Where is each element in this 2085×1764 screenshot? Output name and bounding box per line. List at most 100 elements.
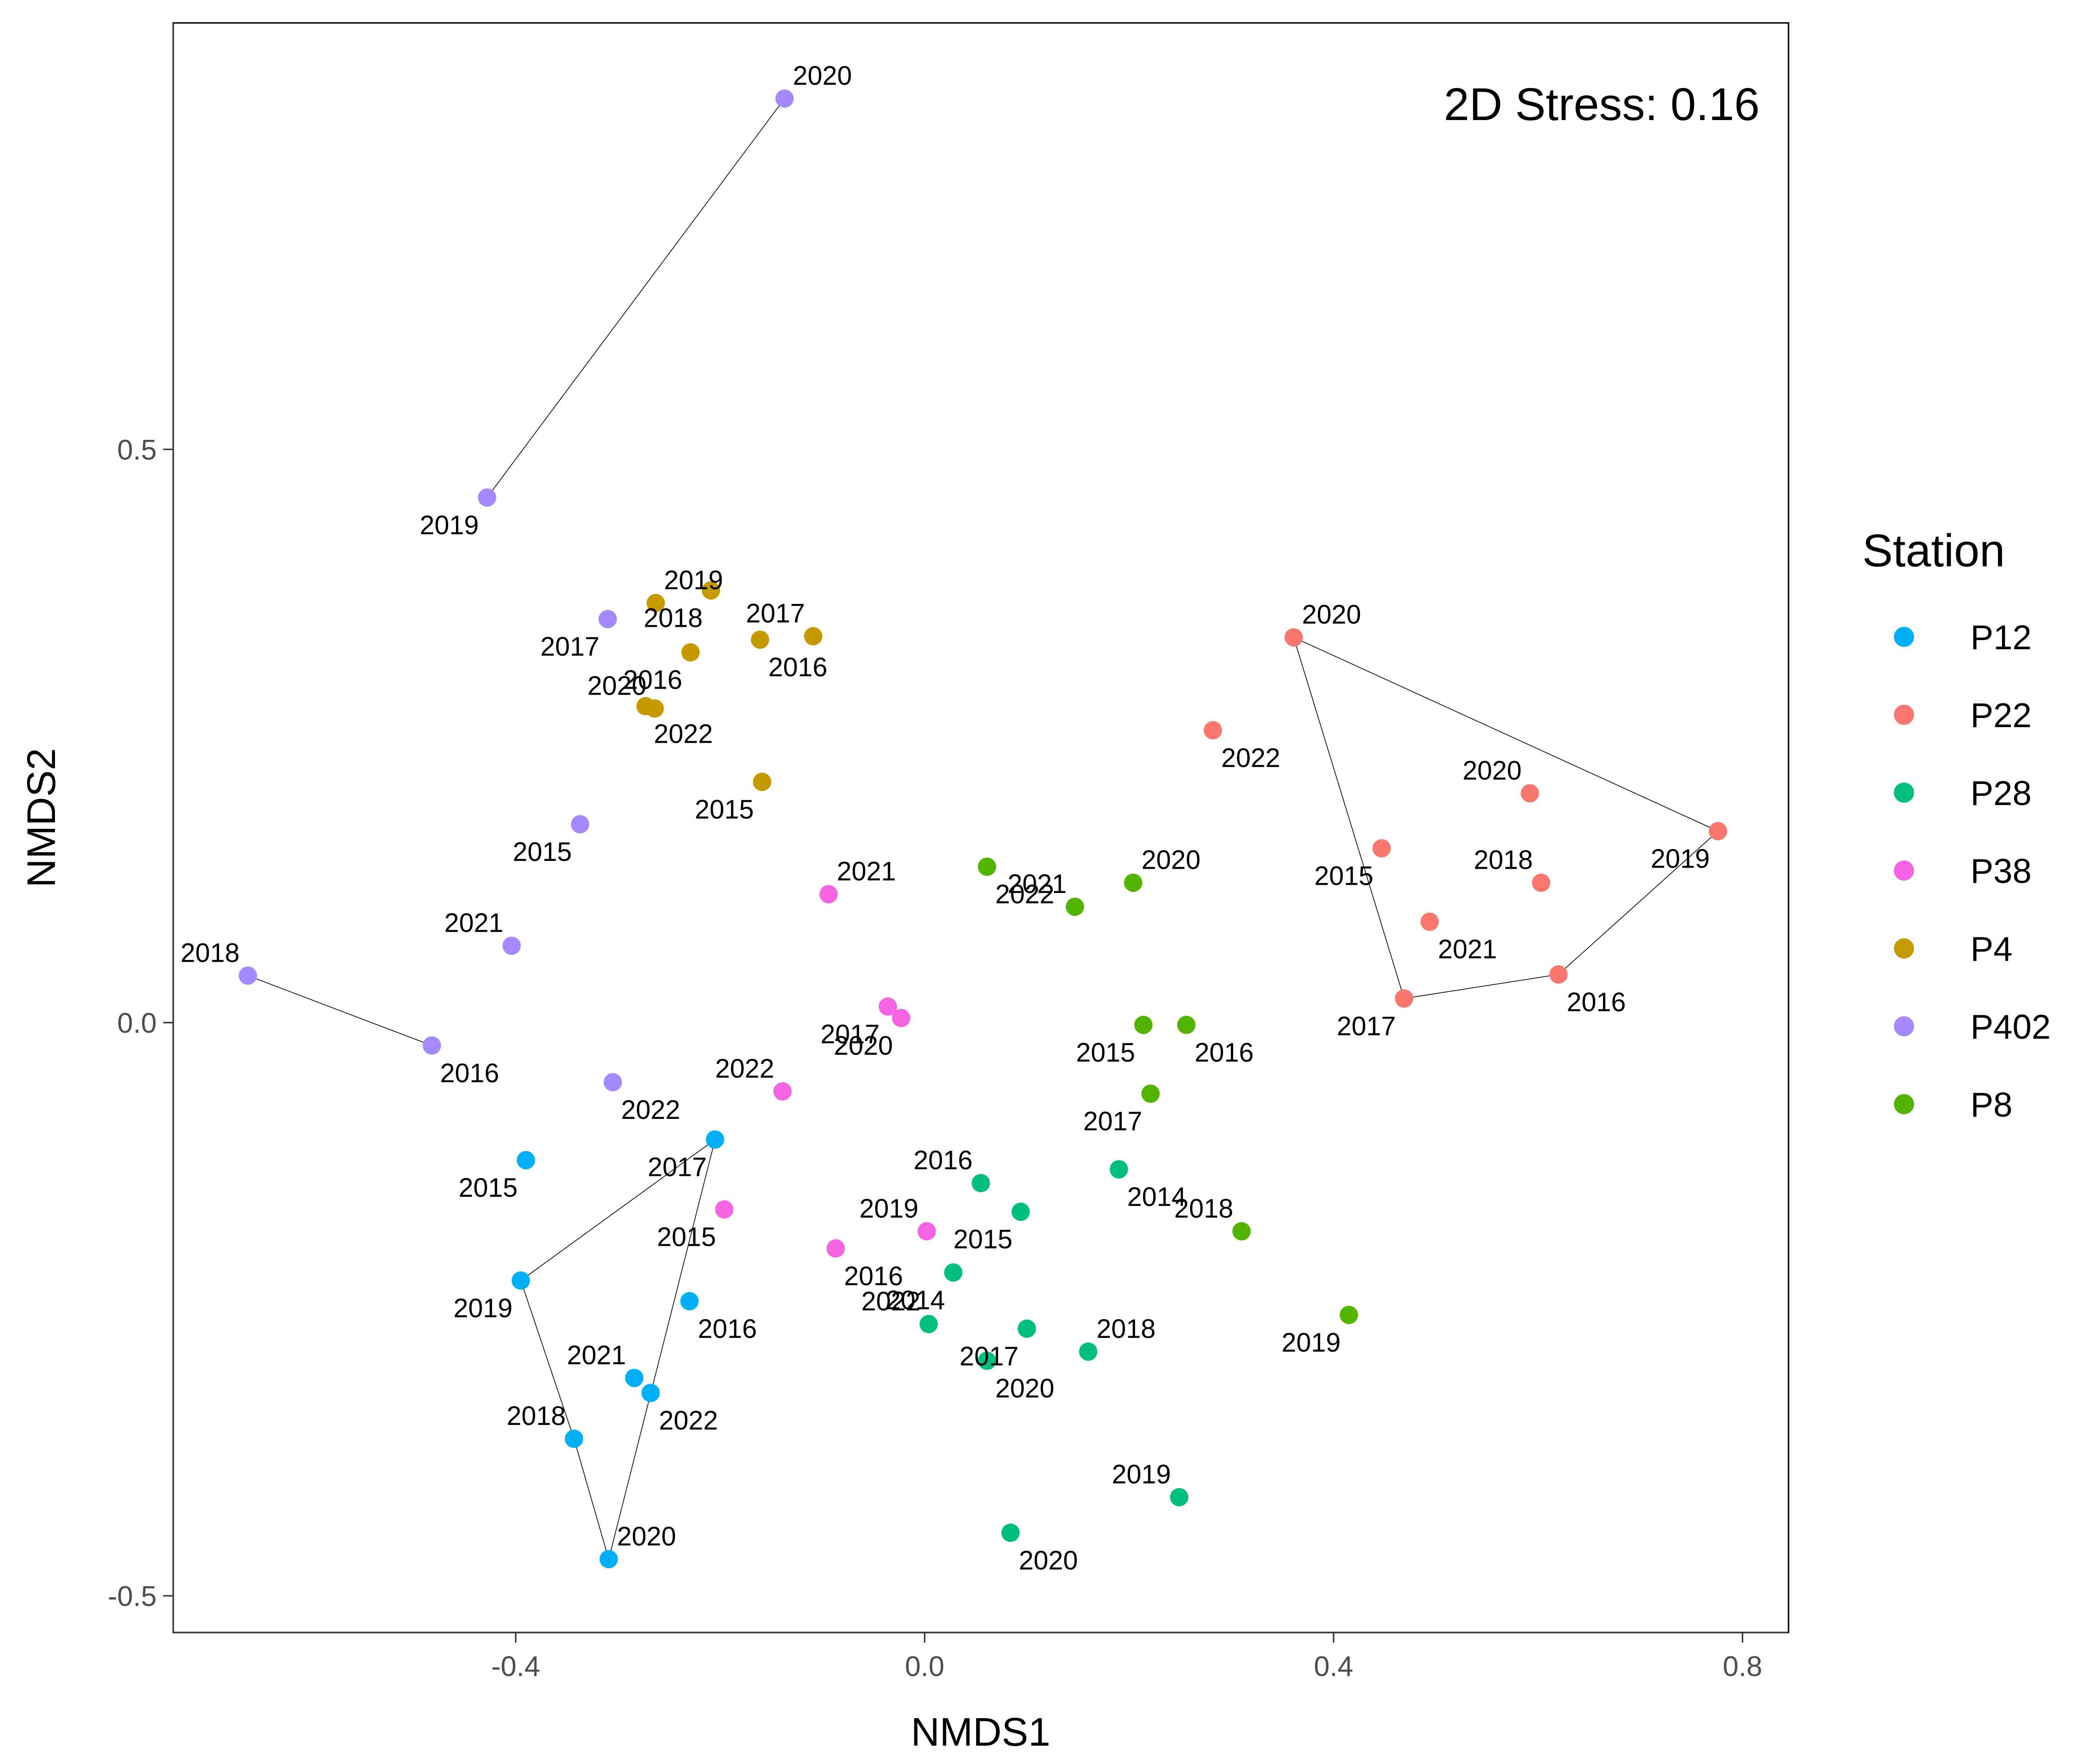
point-label-p8-2022: 2022 bbox=[995, 880, 1054, 909]
connector-p402-2020-2019 bbox=[487, 98, 785, 498]
y-axis-title: NMDS2 bbox=[19, 748, 64, 888]
point-p4-2019 bbox=[647, 594, 665, 613]
point-label-p402-2018: 2018 bbox=[181, 938, 240, 968]
legend-key-p28 bbox=[1894, 783, 1914, 803]
x-tick-label-0-0: 0.0 bbox=[905, 1651, 944, 1682]
point-p4-2022 bbox=[636, 697, 655, 716]
point-label-p12-2016: 2016 bbox=[698, 1314, 757, 1344]
stress-annotation: 2D Stress: 0.16 bbox=[1444, 79, 1760, 130]
point-p22-2017 bbox=[1395, 989, 1414, 1008]
point-p4-2017 bbox=[804, 627, 823, 646]
legend-key-p402 bbox=[1894, 1016, 1914, 1036]
point-label-p22-2018: 2018 bbox=[1474, 845, 1533, 875]
point-label-p8-2016: 2016 bbox=[1195, 1038, 1254, 1068]
point-p22-2018 bbox=[1532, 873, 1551, 892]
point-label-p12-2022: 2022 bbox=[659, 1406, 718, 1435]
point-p8-2015 bbox=[1134, 1015, 1153, 1034]
point-label-p4-2017: 2017 bbox=[746, 599, 805, 629]
point-label-p22-2020: 2020 bbox=[1302, 600, 1361, 630]
point-label-p28-2014: 2014 bbox=[1127, 1182, 1186, 1212]
point-p28-2020 bbox=[1001, 1523, 1020, 1542]
point-p402-2018 bbox=[238, 966, 257, 985]
point-p38-2017 bbox=[878, 997, 897, 1016]
point-label-p38-2021: 2021 bbox=[837, 857, 896, 887]
point-label-p28-2022: 2022 bbox=[861, 1287, 921, 1316]
point-label-p4-2016: 2016 bbox=[768, 652, 828, 682]
point-p402-2017 bbox=[598, 610, 617, 629]
point-label-p12-2017: 2017 bbox=[647, 1152, 707, 1182]
point-p402-2015 bbox=[571, 815, 589, 833]
point-label-p4-2019: 2019 bbox=[664, 565, 723, 595]
point-p12-2021 bbox=[625, 1369, 644, 1387]
point-p28-2018 bbox=[1079, 1342, 1097, 1361]
point-p22-2015 bbox=[1372, 839, 1391, 858]
point-p12-2015 bbox=[516, 1151, 535, 1170]
point-label-p12-2018: 2018 bbox=[507, 1401, 566, 1431]
point-label-p22-2017: 2017 bbox=[1337, 1011, 1396, 1041]
point-label-p8-2015: 2015 bbox=[1076, 1038, 1135, 1068]
point-label-p12-2019: 2019 bbox=[453, 1293, 512, 1323]
legend-label-p22: P22 bbox=[1970, 696, 2031, 734]
point-labels: 2015201620172018201920202021202220152016… bbox=[181, 61, 1710, 1575]
point-label-p22-2015: 2015 bbox=[1314, 861, 1373, 891]
point-p38-2022 bbox=[773, 1082, 792, 1101]
legend-label-p12: P12 bbox=[1970, 618, 2031, 657]
legend-title: Station bbox=[1862, 525, 2005, 576]
point-p8-2022 bbox=[977, 857, 996, 876]
legend-label-p38: P38 bbox=[1970, 852, 2031, 890]
data-points bbox=[238, 89, 1728, 1568]
point-label-p28-2014: 2014 bbox=[886, 1285, 945, 1315]
point-label-p402-2015: 2015 bbox=[513, 837, 572, 867]
point-p28-2014 bbox=[944, 1263, 963, 1282]
point-p28-2015 bbox=[1011, 1202, 1030, 1221]
point-label-p4-2018: 2018 bbox=[643, 603, 702, 633]
legend-key-p22 bbox=[1894, 705, 1914, 725]
y-tick-label-0-0: 0.0 bbox=[117, 1008, 157, 1039]
point-p4-2016 bbox=[681, 643, 700, 662]
point-label-p28-2016: 2016 bbox=[913, 1145, 972, 1175]
point-label-p8-2018: 2018 bbox=[1174, 1194, 1233, 1223]
point-label-p8-2021: 2021 bbox=[1008, 869, 1067, 899]
point-label-p28-2020: 2020 bbox=[995, 1374, 1054, 1403]
y-axis: -0.5 0.0 0.5 bbox=[108, 23, 174, 1633]
y-tick-label-0-5: 0.5 bbox=[117, 434, 157, 466]
point-label-p38-2015: 2015 bbox=[657, 1222, 716, 1252]
point-p4-2015 bbox=[753, 772, 772, 791]
point-p22-2016 bbox=[1549, 965, 1568, 984]
point-p12-2019 bbox=[511, 1271, 530, 1290]
x-tick-label-0-4: 0.4 bbox=[1314, 1651, 1353, 1682]
point-p8-2019 bbox=[1339, 1305, 1358, 1324]
point-label-p22-2019: 2019 bbox=[1651, 844, 1710, 874]
legend: Station P12 P22 P28 P38 P4 P402 P8 bbox=[1862, 525, 2051, 1124]
point-p4-2016 bbox=[751, 630, 769, 649]
point-p12-2020 bbox=[599, 1550, 618, 1568]
point-label-p8-2019: 2019 bbox=[1282, 1328, 1341, 1358]
point-p38-2021 bbox=[819, 885, 838, 904]
legend-label-p8: P8 bbox=[1970, 1085, 2013, 1124]
legend-key-p12 bbox=[1894, 627, 1914, 647]
point-label-p4-2022: 2022 bbox=[654, 719, 713, 749]
point-p28-2014 bbox=[1109, 1160, 1128, 1179]
x-axis: -0.4 0.0 0.4 0.8 bbox=[173, 1632, 1789, 1682]
point-label-p38-2016: 2016 bbox=[844, 1261, 903, 1291]
point-label-p402-2022: 2022 bbox=[621, 1095, 680, 1125]
point-label-p28-2015: 2015 bbox=[953, 1225, 1012, 1255]
point-p8-2020 bbox=[1124, 873, 1142, 892]
point-label-p4-2015: 2015 bbox=[695, 794, 754, 824]
point-p38-2019 bbox=[917, 1222, 936, 1241]
point-label-p402-2021: 2021 bbox=[444, 908, 503, 938]
point-p28-2017 bbox=[1017, 1319, 1036, 1338]
point-p12-2016 bbox=[680, 1292, 699, 1310]
point-p22-2020 bbox=[1284, 628, 1303, 647]
point-p22-2019 bbox=[1709, 822, 1728, 840]
point-label-p22-2022: 2022 bbox=[1221, 743, 1280, 773]
legend-label-p402: P402 bbox=[1970, 1008, 2051, 1046]
x-tick-label-0-8: 0.8 bbox=[1723, 1651, 1762, 1682]
point-label-p4-2016: 2016 bbox=[623, 665, 682, 695]
point-label-p402-2019: 2019 bbox=[420, 510, 479, 540]
point-p38-2020 bbox=[892, 1008, 911, 1027]
point-label-p28-2018: 2018 bbox=[1097, 1314, 1156, 1344]
point-p402-2016 bbox=[422, 1036, 441, 1055]
point-p22-2022 bbox=[1203, 721, 1222, 740]
